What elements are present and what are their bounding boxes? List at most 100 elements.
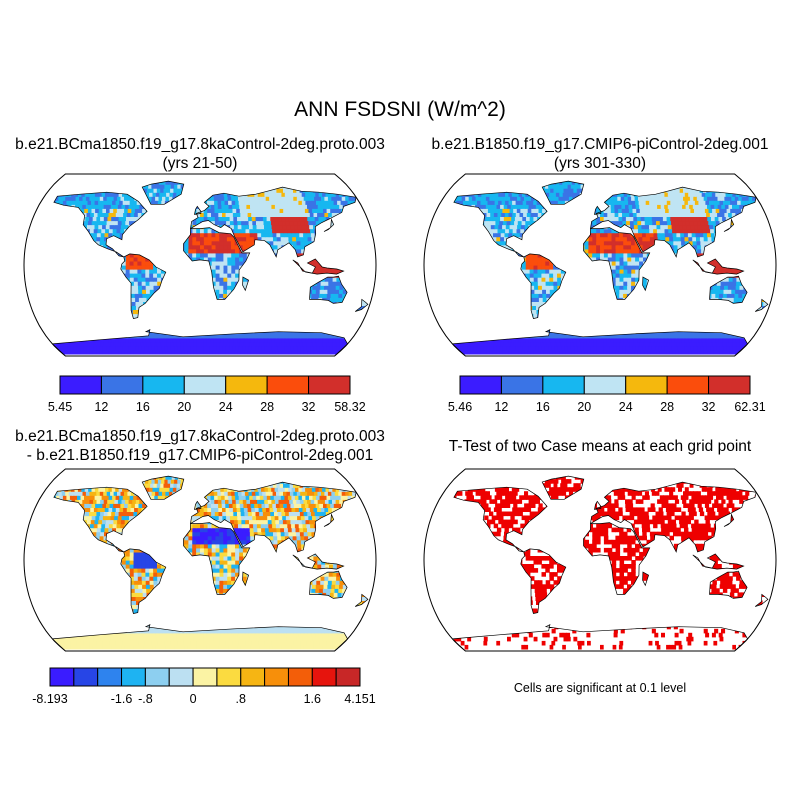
- colorbar-diff-box: [97, 667, 123, 687]
- colorbar-case1-box: [142, 375, 185, 395]
- coastline: [141, 180, 185, 205]
- coastline: [323, 218, 335, 232]
- colorbar-case1-box: [100, 375, 144, 395]
- coastline: [183, 227, 251, 300]
- colorbar-case2-box: [625, 375, 668, 395]
- coastline: [194, 500, 202, 510]
- colorbar-diff-label: 4.151: [344, 692, 375, 706]
- coastline: [692, 553, 745, 570]
- colorbar-case2-box: [666, 375, 710, 395]
- coastline: [53, 486, 148, 553]
- coastline: [309, 275, 348, 304]
- panel-title-ttest-line1: T-Test of two Case means at each grid po…: [448, 438, 752, 455]
- coastline: [453, 486, 548, 553]
- colorbar-case2-label: 20: [577, 400, 591, 414]
- colorbar-case1-label: 58.32: [334, 400, 365, 414]
- colorbar-diff-box: [287, 667, 313, 687]
- panel-title-ttest: T-Test of two Case means at each grid po…: [410, 437, 790, 456]
- colorbar-case1-label: 5.45: [48, 400, 72, 414]
- map-ttest: [423, 468, 777, 652]
- coastline: [754, 298, 769, 312]
- panel-title-case1: b.e21.BCma1850.f19_g17.8kaControl-2deg.p…: [10, 135, 390, 173]
- colorbar-diff: -8.193 -1.6 -.8 0 .8 1.6 4.151: [32, 667, 376, 706]
- significance-note: Cells are significant at 0.1 level: [513, 681, 687, 695]
- colorbar-case2-box: [708, 375, 751, 395]
- colorbar-case1-label: 16: [136, 400, 150, 414]
- coastline: [190, 186, 357, 258]
- coastline: [354, 593, 369, 607]
- coastline: [141, 475, 185, 500]
- coastline: [242, 571, 250, 587]
- coastline: [541, 475, 585, 500]
- colorbar-case1-box: [266, 375, 310, 395]
- map-border: [23, 173, 377, 357]
- panel-title-case2-line1: b.e21.B1850.f19_g17.CMIP6-piControl-2deg…: [431, 136, 769, 153]
- colorbar-diff-label: -.8: [138, 692, 153, 706]
- coastline: [323, 513, 335, 527]
- colorbar-case2-box: [583, 375, 627, 395]
- colorbar-diff-label: 1.6: [304, 692, 321, 706]
- coastline: [594, 500, 602, 510]
- coastline: [292, 258, 345, 275]
- coastline: [642, 571, 650, 587]
- panel-title-diff-line1: b.e21.BCma1850.f19_g17.8kaControl-2deg.p…: [15, 428, 385, 445]
- colorbar-diff-box: [121, 667, 146, 687]
- colorbar-case2-label: 28: [660, 400, 674, 414]
- map-border: [423, 173, 777, 357]
- colorbar-diff-box: [168, 667, 194, 687]
- colorbar-diff-box: [49, 667, 75, 687]
- colorbar-case1-label: 12: [94, 400, 108, 414]
- panel-title-diff-line2: - b.e21.B1850.f19_g17.CMIP6-piControl-2d…: [26, 447, 374, 464]
- colorbar-case2-label: 62.31: [734, 400, 765, 414]
- colorbar-diff-box: [216, 667, 242, 687]
- panel-title-case2: b.e21.B1850.f19_g17.CMIP6-piControl-2deg…: [410, 135, 790, 173]
- colorbar-case2-box: [500, 375, 544, 395]
- colorbar-case1-box: [59, 375, 102, 395]
- coastline: [590, 481, 757, 553]
- coastline: [190, 481, 357, 553]
- colorbar-case1-label: 20: [177, 400, 191, 414]
- coastline: [723, 513, 735, 527]
- coastline: [520, 253, 567, 320]
- coastline: [583, 522, 651, 595]
- coastline: [642, 276, 650, 292]
- coastline: [292, 553, 345, 570]
- panel-title-case1-line2: (yrs 21-50): [162, 155, 238, 172]
- coastline: [520, 548, 567, 615]
- colorbar-case2: 5.46 12 16 20 24 28 32 62.31: [448, 375, 766, 414]
- map-case2: [423, 173, 777, 357]
- colorbar-diff-box: [264, 667, 289, 687]
- map-case1: [23, 173, 377, 357]
- colorbar-case1-label: 32: [302, 400, 316, 414]
- coastline: [590, 186, 757, 258]
- coastline: [120, 548, 167, 615]
- colorbar-case1-label: 28: [260, 400, 274, 414]
- colorbar-case2-label: 12: [494, 400, 508, 414]
- coastline: [754, 593, 769, 607]
- colorbar-diff-label: 0: [190, 692, 197, 706]
- colorbar-diff-label: -8.193: [32, 692, 67, 706]
- colorbar-case1: 5.45 12 16 20 24 28 32 58.32: [48, 375, 366, 414]
- colorbar-diff-box: [192, 667, 218, 687]
- colorbar-case1-box: [225, 375, 268, 395]
- map-border: [23, 468, 377, 652]
- colorbar-case2-label: 32: [702, 400, 716, 414]
- figure-title: ANN FSDSNI (W/m^2): [294, 98, 506, 121]
- colorbar-case1-box: [308, 375, 351, 395]
- colorbar-diff-box: [73, 667, 99, 687]
- coastline: [354, 298, 369, 312]
- colorbar-case2-label: 24: [619, 400, 633, 414]
- colorbar-diff-box: [311, 667, 337, 687]
- panel-title-case1-line1: b.e21.BCma1850.f19_g17.8kaControl-2deg.p…: [15, 136, 385, 153]
- colorbar-case2-label: 5.46: [448, 400, 472, 414]
- colorbar-diff-label: -1.6: [111, 692, 133, 706]
- coastline: [583, 227, 651, 300]
- colorbar-diff-box: [335, 667, 361, 687]
- coastline: [594, 205, 602, 215]
- map-diff: [23, 468, 377, 652]
- colorbar-case1-box: [183, 375, 227, 395]
- colorbar-case2-box: [459, 375, 502, 395]
- colorbar-case1-label: 24: [219, 400, 233, 414]
- colorbar-diff-label: .8: [236, 692, 246, 706]
- coastline: [194, 205, 202, 215]
